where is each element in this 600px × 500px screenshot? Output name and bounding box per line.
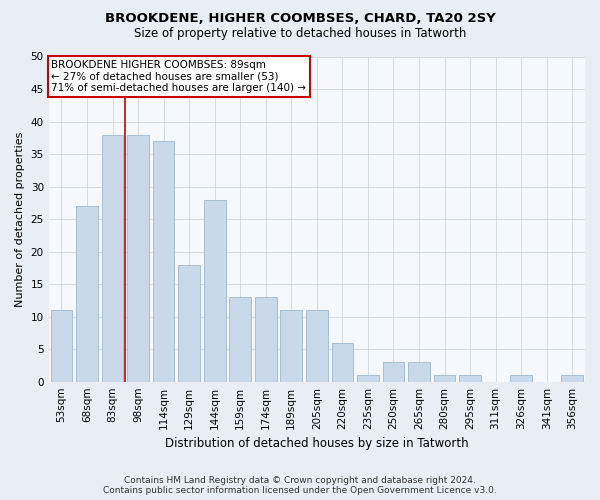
Bar	[127, 134, 149, 382]
Bar	[255, 297, 277, 382]
Text: BROOKDENE, HIGHER COOMBSES, CHARD, TA20 2SY: BROOKDENE, HIGHER COOMBSES, CHARD, TA20 …	[104, 12, 496, 26]
Bar	[229, 297, 251, 382]
Bar	[153, 141, 175, 382]
Bar	[178, 264, 200, 382]
Bar	[76, 206, 98, 382]
Bar	[383, 362, 404, 382]
Bar	[357, 375, 379, 382]
Text: Size of property relative to detached houses in Tatworth: Size of property relative to detached ho…	[134, 28, 466, 40]
Bar	[562, 375, 583, 382]
Bar	[434, 375, 455, 382]
Y-axis label: Number of detached properties: Number of detached properties	[15, 132, 25, 307]
Text: BROOKDENE HIGHER COOMBSES: 89sqm
← 27% of detached houses are smaller (53)
71% o: BROOKDENE HIGHER COOMBSES: 89sqm ← 27% o…	[52, 60, 307, 93]
Bar	[332, 342, 353, 382]
Bar	[408, 362, 430, 382]
Bar	[306, 310, 328, 382]
Bar	[50, 310, 72, 382]
Bar	[204, 200, 226, 382]
Bar	[510, 375, 532, 382]
Bar	[280, 310, 302, 382]
X-axis label: Distribution of detached houses by size in Tatworth: Distribution of detached houses by size …	[165, 437, 469, 450]
Bar	[101, 134, 124, 382]
Text: Contains HM Land Registry data © Crown copyright and database right 2024.
Contai: Contains HM Land Registry data © Crown c…	[103, 476, 497, 495]
Bar	[459, 375, 481, 382]
